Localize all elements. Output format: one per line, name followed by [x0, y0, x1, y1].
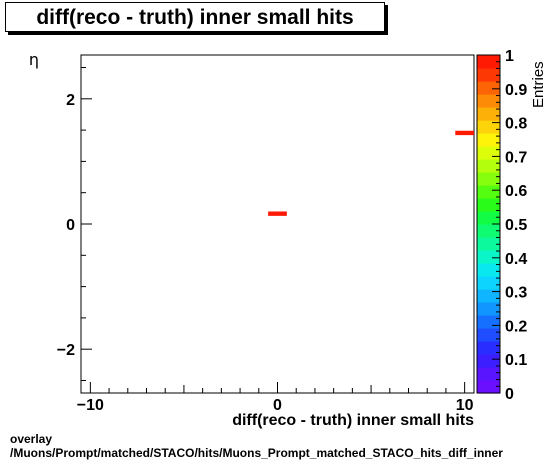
- color-scale-swatch: [477, 198, 500, 212]
- color-scale-swatch: [477, 107, 500, 121]
- color-scale-swatch: [477, 237, 500, 251]
- z-tick-label: 0.8: [505, 116, 527, 133]
- color-scale-swatch: [477, 289, 500, 303]
- footer-path: /Muons/Prompt/matched/STACO/hits/Muons_P…: [10, 446, 503, 460]
- z-tick-label: 0.4: [505, 251, 527, 268]
- y-tick-label: 0: [66, 217, 75, 234]
- z-tick-label: 0.3: [505, 285, 527, 302]
- z-axis-label: Entries: [530, 61, 546, 108]
- z-tick-label: 0.7: [505, 149, 527, 166]
- color-scale-swatch: [477, 68, 500, 82]
- color-scale-swatch: [477, 276, 500, 290]
- color-scale-swatch: [477, 94, 500, 108]
- color-scale-swatch: [477, 159, 500, 173]
- color-scale-swatch: [477, 341, 500, 355]
- x-tick-label: 10: [456, 397, 474, 414]
- z-tick-label: 0.2: [505, 318, 527, 335]
- y-tick-label: 2: [66, 92, 75, 109]
- chart-title: diff(reco - truth) inner small hits: [36, 6, 354, 29]
- color-scale-swatch: [477, 81, 500, 95]
- color-scale-swatch: [477, 328, 500, 342]
- color-scale-swatch: [477, 354, 500, 368]
- x-tick-label: 0: [273, 397, 282, 414]
- z-tick-label: 0.1: [505, 352, 527, 369]
- z-tick-label: 0.6: [505, 183, 527, 200]
- z-tick-label: 0: [505, 386, 514, 403]
- footer-label: overlay: [10, 432, 53, 446]
- chart-title-box: diff(reco - truth) inner small hits: [5, 2, 385, 32]
- color-scale-swatch: [477, 185, 500, 199]
- color-scale-swatch: [477, 146, 500, 160]
- plot-frame: [80, 54, 475, 394]
- color-scale-swatch: [477, 133, 500, 147]
- color-scale-swatch: [477, 250, 500, 264]
- color-scale-swatch: [477, 120, 500, 134]
- heatmap-bin: [455, 130, 474, 136]
- color-scale-swatch: [477, 172, 500, 186]
- color-scale-swatch: [477, 55, 500, 69]
- color-scale-swatch: [477, 380, 500, 394]
- z-tick-label: 0.9: [505, 82, 527, 99]
- color-scale-swatch: [477, 302, 500, 316]
- color-scale-swatch: [477, 224, 500, 238]
- color-scale-swatch: [477, 211, 500, 225]
- color-scale-swatch: [477, 367, 500, 381]
- color-scale-swatch: [477, 315, 500, 329]
- z-tick-label: 1: [505, 48, 514, 65]
- y-tick-label: −2: [57, 342, 75, 359]
- color-scale-swatch: [477, 263, 500, 277]
- x-axis-label: diff(reco - truth) inner small hits: [232, 412, 474, 429]
- heatmap-bin: [268, 211, 287, 216]
- x-tick-label: −10: [77, 397, 104, 414]
- z-tick-label: 0.5: [505, 217, 527, 234]
- y-axis-label: η: [29, 50, 39, 69]
